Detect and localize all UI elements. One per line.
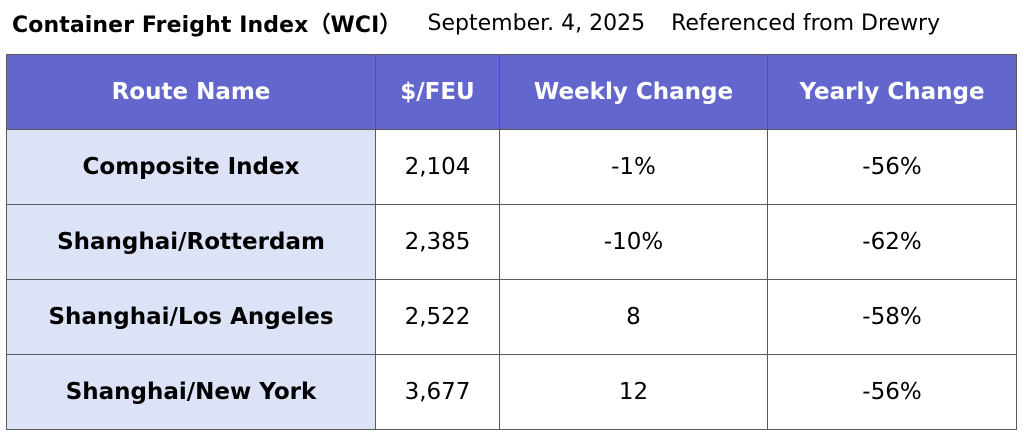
- table-row: Shanghai/Los Angeles 2,522 8 -58%: [6, 279, 1017, 355]
- weekly-change-cell: 8: [499, 279, 768, 355]
- price-cell: 3,677: [375, 354, 500, 430]
- table-row: Shanghai/New York 3,677 12 -56%: [6, 354, 1017, 430]
- report-date: September. 4, 2025: [427, 10, 646, 36]
- weekly-change-cell: 12: [499, 354, 768, 430]
- source-note: Referenced from Drewry: [671, 10, 941, 36]
- weekly-change-cell: -1%: [499, 129, 768, 205]
- weekly-change-cell: -10%: [499, 204, 768, 280]
- route-name-cell: Shanghai/New York: [6, 354, 376, 430]
- column-header-weekly: Weekly Change: [499, 54, 768, 130]
- column-header-route: Route Name: [6, 54, 376, 130]
- table-row: Shanghai/Rotterdam 2,385 -10% -62%: [6, 204, 1017, 280]
- price-cell: 2,385: [375, 204, 500, 280]
- yearly-change-cell: -56%: [767, 354, 1017, 430]
- page-title: Container Freight Index（WCI）: [12, 13, 402, 38]
- route-name-cell: Shanghai/Rotterdam: [6, 204, 376, 280]
- yearly-change-cell: -56%: [767, 129, 1017, 205]
- price-cell: 2,522: [375, 279, 500, 355]
- yearly-change-cell: -62%: [767, 204, 1017, 280]
- column-header-yearly: Yearly Change: [767, 54, 1017, 130]
- page-header: Container Freight Index（WCI） September. …: [12, 0, 1016, 46]
- price-cell: 2,104: [375, 129, 500, 205]
- table-header-row: Route Name $/FEU Weekly Change Yearly Ch…: [6, 54, 1017, 130]
- route-name-cell: Composite Index: [6, 129, 376, 205]
- column-header-price: $/FEU: [375, 54, 500, 130]
- table-row: Composite Index 2,104 -1% -56%: [6, 129, 1017, 205]
- yearly-change-cell: -58%: [767, 279, 1017, 355]
- freight-index-table: Route Name $/FEU Weekly Change Yearly Ch…: [6, 54, 1017, 430]
- route-name-cell: Shanghai/Los Angeles: [6, 279, 376, 355]
